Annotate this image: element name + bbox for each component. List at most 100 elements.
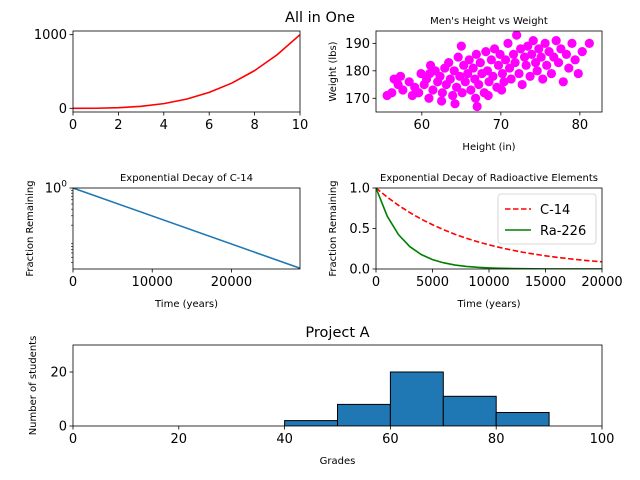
- scatter-point: [510, 57, 520, 68]
- chart-title: Exponential Decay of C-14: [120, 173, 253, 184]
- x-tick-label: 4: [160, 118, 168, 133]
- x-tick-label: 0: [372, 275, 380, 290]
- series-line: [376, 188, 602, 263]
- axes-frame: [72, 344, 603, 427]
- x-tick-label: 20000: [581, 275, 622, 290]
- scatter-point: [488, 71, 498, 81]
- scatter-point: [551, 36, 561, 46]
- scatter-point: [486, 55, 496, 65]
- y-tick-label: 20: [50, 366, 67, 381]
- x-tick-label: 60: [414, 118, 431, 133]
- plot-area: [73, 188, 300, 269]
- legend-label: C-14: [540, 203, 570, 218]
- scatter-point: [445, 74, 455, 84]
- chart-title: Men's Height vs Weight: [430, 16, 548, 27]
- scatter-point: [506, 74, 516, 84]
- scatter-point: [500, 55, 511, 65]
- scatter-point: [425, 68, 435, 79]
- x-axis-label: Time (years): [457, 299, 521, 310]
- plot-area: [73, 34, 300, 110]
- x-tick-label: 10000: [468, 275, 509, 290]
- x-tick-label: 6: [205, 118, 213, 133]
- x-tick-label: 40: [276, 432, 293, 447]
- scatter-point: [540, 38, 550, 48]
- chart-height-weight: 60 70 80 170 180 190 Men's Height vs Weight Hei…: [328, 16, 603, 153]
- scatter-point: [424, 93, 434, 103]
- x-tick-label: 70: [493, 118, 510, 133]
- scatter-point: [456, 41, 466, 51]
- scatter-point: [453, 52, 463, 62]
- scatter-point: [464, 55, 474, 65]
- histogram-bar: [442, 395, 497, 426]
- histogram-bar: [284, 420, 339, 426]
- scatter-point: [564, 63, 574, 73]
- scatter-point: [527, 49, 537, 59]
- x-tick-label: 80: [572, 118, 589, 133]
- y-tick-label: 100: [45, 180, 68, 197]
- scatter-point: [508, 49, 519, 59]
- scatter-point: [521, 60, 531, 70]
- y-tick-label: 0: [59, 102, 67, 117]
- scatter-point: [528, 36, 538, 46]
- legend-label: Ra-226: [540, 224, 586, 239]
- y-axis-label: Number of students: [28, 336, 39, 436]
- scatter-point: [475, 57, 485, 68]
- scatter-point: [553, 57, 564, 68]
- scatter-point: [472, 101, 482, 112]
- y-tick-label: 190: [345, 37, 370, 52]
- x-axis-label: Time (years): [154, 299, 218, 310]
- y-axis-label: Fraction Remaining: [328, 180, 339, 276]
- y-tick-label: 180: [345, 64, 370, 79]
- scatter-point: [499, 77, 509, 87]
- scatter-point: [558, 77, 568, 87]
- scatter-point: [493, 60, 504, 70]
- x-tick-label: 20: [171, 432, 188, 447]
- chart-grades: 0 20 40 60 80 100 0 20 Project A Grades Number of …: [28, 325, 614, 467]
- scatter-point: [387, 88, 397, 98]
- histogram-bar: [337, 403, 391, 426]
- scatter-point: [437, 88, 447, 98]
- x-tick-label: 2: [114, 118, 122, 133]
- x-tick-label: 5000: [416, 275, 449, 290]
- y-tick-label: 0: [59, 420, 67, 435]
- axes-frame: [72, 187, 301, 270]
- scatter-point: [525, 71, 535, 81]
- chart-cubic: 0 2 4 6 8 10 0 1000: [34, 28, 308, 133]
- y-tick-label: 0.5: [349, 222, 370, 237]
- scatter-point: [450, 99, 460, 109]
- axes-frame: [375, 187, 603, 270]
- legend: C-14 Ra-226: [497, 193, 597, 245]
- scatter-point: [567, 38, 577, 48]
- plot-area: [284, 371, 550, 426]
- x-tick-label: 10000: [132, 275, 173, 290]
- legend-box: [497, 193, 597, 245]
- x-tick-label: 10: [292, 118, 309, 133]
- x-tick-label: 0: [69, 432, 77, 447]
- scatter-point: [532, 66, 542, 76]
- axes-frame: [72, 30, 301, 113]
- scatter-point: [483, 90, 493, 101]
- scatter-point: [577, 46, 587, 57]
- scatter-point: [448, 90, 458, 101]
- plot-area: [382, 31, 594, 112]
- scatter-point: [570, 55, 580, 65]
- scatter-point: [573, 68, 583, 79]
- y-tick-label: 0.0: [349, 263, 370, 278]
- chart-title: Project A: [305, 325, 369, 341]
- y-axis-label: Fraction Remaining: [25, 180, 36, 276]
- scatter-point: [584, 38, 594, 48]
- scatter-point: [519, 52, 530, 62]
- x-tick-label: 100: [590, 432, 615, 447]
- scatter-point: [398, 85, 408, 95]
- x-tick-label: 8: [250, 118, 258, 133]
- scatter-point: [395, 71, 406, 81]
- scatter-point: [538, 74, 548, 84]
- scatter-point: [534, 44, 544, 54]
- x-tick-label: 0: [69, 275, 77, 290]
- y-tick-label: 170: [345, 92, 370, 107]
- x-tick-label: 15000: [525, 275, 566, 290]
- x-tick-label: 60: [382, 432, 399, 447]
- scatter-point: [457, 88, 467, 98]
- scatter-point: [414, 88, 424, 98]
